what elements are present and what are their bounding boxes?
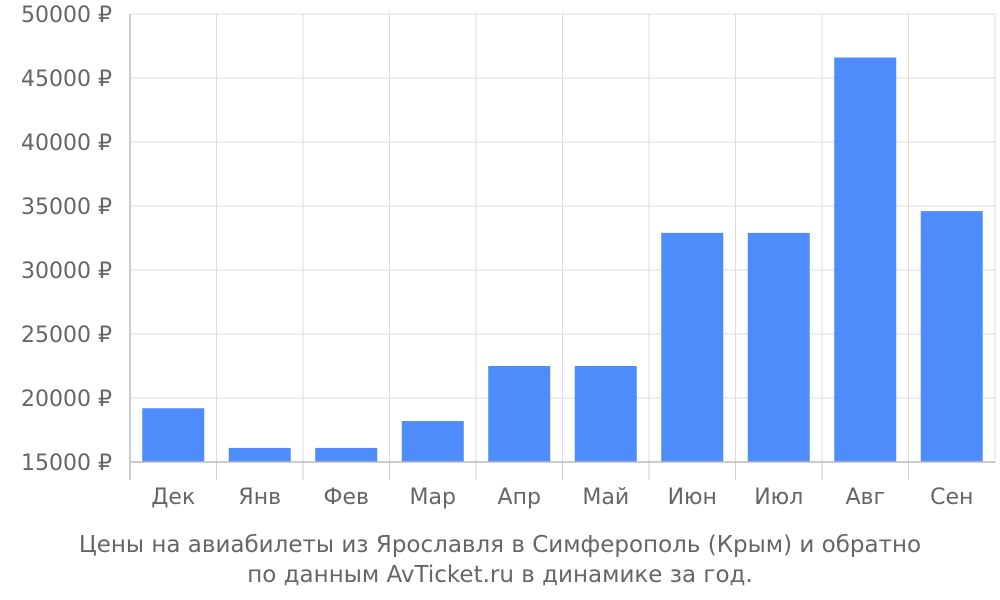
y-tick-label: 30000 ₽ bbox=[21, 259, 112, 284]
y-tick-labels: 15000 ₽ 20000 ₽ 25000 ₽ 30000 ₽ 35000 ₽ 40000… bbox=[21, 3, 112, 476]
bar bbox=[228, 447, 291, 462]
y-tick-label: 25000 ₽ bbox=[21, 323, 112, 348]
grid-layer bbox=[130, 13, 996, 463]
y-tick-label: 50000 ₽ bbox=[21, 3, 112, 28]
caption-line-2: по данным AvTicket.ru в динамике за год. bbox=[247, 562, 753, 588]
y-tick-label: 35000 ₽ bbox=[21, 195, 112, 220]
x-tick-label: Май bbox=[582, 485, 629, 510]
axes-layer bbox=[129, 14, 995, 480]
bar-chart: 15000 ₽ 20000 ₽ 25000 ₽ 30000 ₽ 35000 ₽ 40000… bbox=[21, 3, 996, 510]
y-tick-label: 45000 ₽ bbox=[21, 67, 112, 92]
bar bbox=[747, 232, 810, 462]
y-tick-label: 20000 ₽ bbox=[21, 387, 112, 412]
x-tick-label: Сен bbox=[930, 485, 973, 510]
bar bbox=[920, 211, 983, 462]
y-tick-label: 15000 ₽ bbox=[21, 451, 112, 476]
x-tick-label: Апр bbox=[498, 485, 541, 510]
x-tick-label: Дек bbox=[151, 485, 195, 510]
x-tick-label: Июл bbox=[754, 485, 803, 510]
x-tick-labels: Дек Янв Фев Мар Апр Май Июн Июл Авг Сен bbox=[151, 485, 973, 510]
bar bbox=[834, 57, 897, 463]
x-tick-label: Авг bbox=[845, 485, 885, 510]
caption-line-1: Цены на авиабилеты из Ярославля в Симфер… bbox=[78, 532, 922, 558]
bar bbox=[574, 366, 637, 462]
bar bbox=[142, 408, 205, 462]
x-tick-label: Фев bbox=[324, 485, 369, 510]
bar bbox=[661, 232, 724, 462]
y-tick-label: 40000 ₽ bbox=[21, 131, 112, 156]
bar bbox=[488, 366, 551, 462]
bar bbox=[401, 421, 464, 462]
x-tick-label: Июн bbox=[668, 485, 717, 510]
bars-layer bbox=[142, 57, 983, 463]
bar bbox=[315, 447, 378, 462]
chart-caption: Цены на авиабилеты из Ярославля в Симфер… bbox=[0, 530, 1000, 590]
x-tick-label: Мар bbox=[410, 485, 456, 510]
x-tick-label: Янв bbox=[238, 485, 281, 510]
